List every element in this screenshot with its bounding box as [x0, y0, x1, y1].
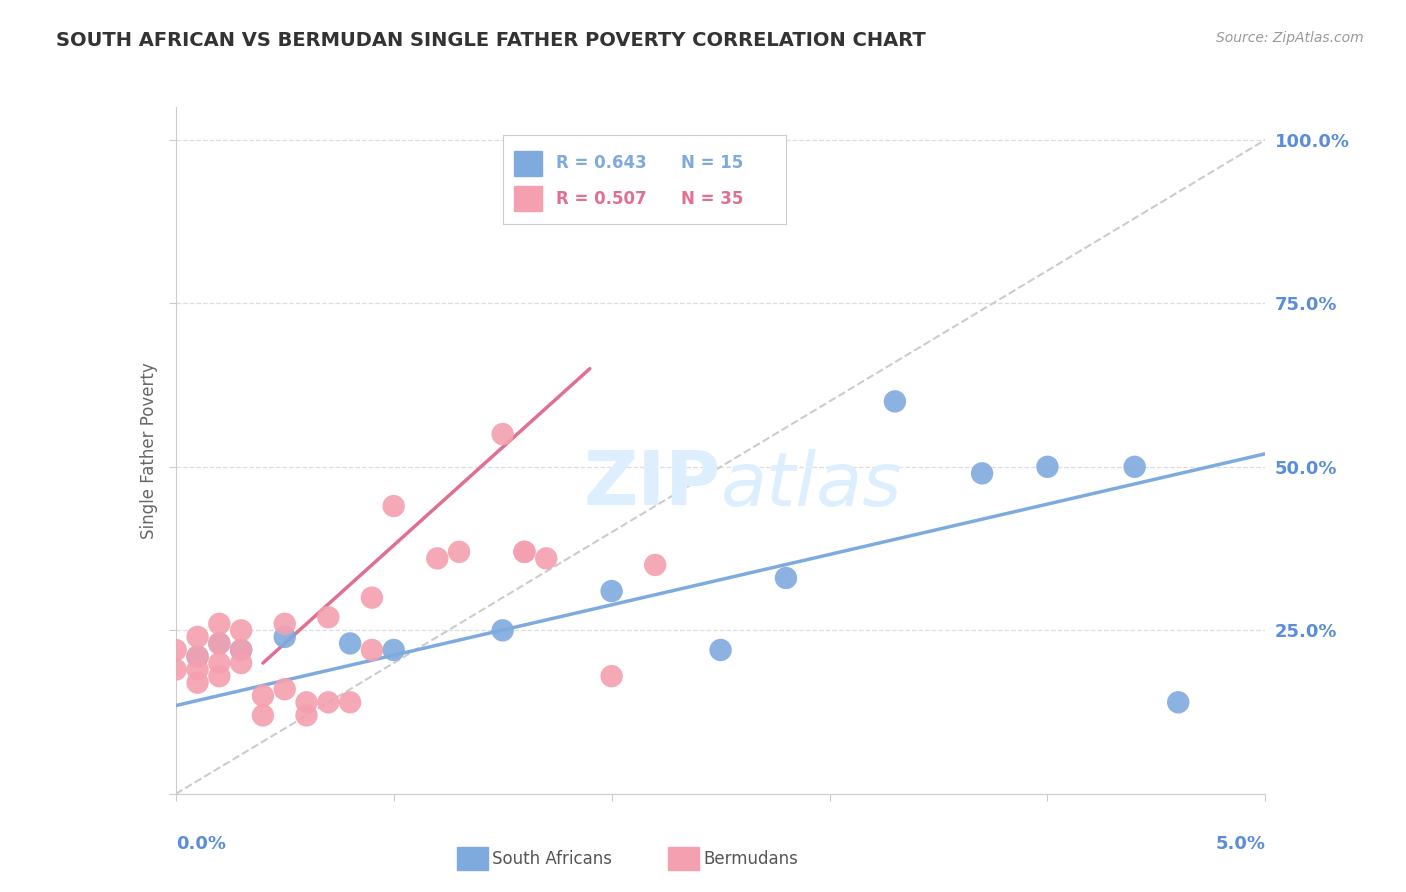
Point [600, 669, 623, 683]
Text: Source: ZipAtlas.com: Source: ZipAtlas.com [1216, 31, 1364, 45]
Point [231, 624, 253, 638]
Point [252, 708, 274, 723]
Text: South Africans: South Africans [492, 850, 612, 868]
Point [208, 636, 231, 650]
Point [274, 682, 297, 697]
Point [513, 545, 536, 559]
Point [231, 643, 253, 657]
Point [165, 643, 187, 657]
Point [318, 610, 340, 624]
Point [186, 675, 209, 690]
Point [1036, 459, 1059, 474]
Text: N = 15: N = 15 [681, 154, 744, 172]
Text: Bermudans: Bermudans [703, 850, 797, 868]
Point [492, 624, 515, 638]
Text: R = 0.643: R = 0.643 [557, 154, 647, 172]
Point [165, 663, 187, 677]
Point [231, 643, 253, 657]
Point [534, 551, 557, 566]
Point [186, 649, 209, 664]
Text: 5.0%: 5.0% [1215, 835, 1265, 853]
Point [186, 630, 209, 644]
Text: atlas: atlas [721, 449, 903, 521]
Point [186, 649, 209, 664]
Text: SOUTH AFRICAN VS BERMUDAN SINGLE FATHER POVERTY CORRELATION CHART: SOUTH AFRICAN VS BERMUDAN SINGLE FATHER … [56, 31, 927, 50]
Point [884, 394, 907, 409]
Point [1167, 695, 1189, 709]
Point [339, 636, 361, 650]
Point [252, 689, 274, 703]
Point [557, 159, 579, 173]
Point [644, 558, 666, 572]
Point [274, 616, 297, 631]
Point [295, 695, 318, 709]
Y-axis label: Single Father Poverty: Single Father Poverty [139, 362, 157, 539]
Point [208, 616, 231, 631]
Text: 0.0%: 0.0% [176, 835, 226, 853]
FancyBboxPatch shape [515, 186, 543, 211]
Point [318, 695, 340, 709]
Point [274, 630, 297, 644]
Point [208, 636, 231, 650]
Text: ZIP: ZIP [583, 449, 721, 521]
Point [447, 545, 470, 559]
Point [382, 499, 405, 513]
Point [1123, 459, 1146, 474]
Point [579, 159, 602, 173]
Point [208, 669, 231, 683]
Point [600, 584, 623, 599]
Point [970, 467, 993, 481]
Point [208, 656, 231, 670]
Point [382, 643, 405, 657]
Point [295, 708, 318, 723]
Point [426, 551, 449, 566]
Point [231, 656, 253, 670]
Point [360, 643, 382, 657]
FancyBboxPatch shape [515, 151, 543, 176]
Text: N = 35: N = 35 [681, 190, 744, 208]
Point [186, 663, 209, 677]
Point [339, 695, 361, 709]
Point [513, 545, 536, 559]
Point [360, 591, 382, 605]
Text: R = 0.507: R = 0.507 [557, 190, 647, 208]
Point [710, 643, 733, 657]
Point [775, 571, 797, 585]
Point [492, 427, 515, 442]
